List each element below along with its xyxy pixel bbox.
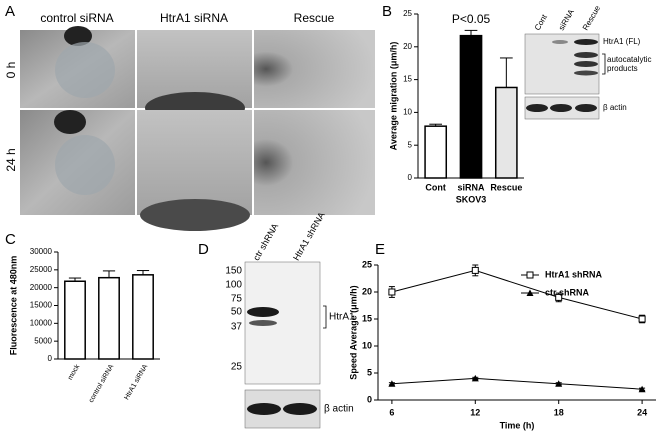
annotation: P<0.05 [452,12,491,26]
x-tick-label: control siRNA [88,363,116,404]
marker [471,266,479,274]
bar [494,86,518,179]
x-tick-label: 6 [389,407,394,417]
row-label: 24 h [4,148,18,171]
x-axis-label: Time (h) [500,420,535,430]
y-axis-label: Average migration (μm/h) [388,42,398,151]
panel-label: D [198,241,209,258]
marker [638,385,646,393]
micrographs [20,26,375,231]
x-tick-label: HtrA1 siRNA [123,363,149,401]
lane-label: siRNA [557,7,576,32]
lane-label: HtrA1 shRNA [291,210,327,262]
y-tick-label: 25000 [30,265,53,274]
y-tick-label: 5 [367,367,372,377]
y-tick-label: 15000 [30,301,53,310]
marker [638,315,646,323]
band-label: HtrA1 [329,312,355,323]
band-label: HtrA1 (FL) [603,37,641,46]
marker-label: 50 [231,307,243,318]
column-label: HtrA1 siRNA [160,11,228,25]
band-label: β actin [603,103,627,112]
y-tick-label: 15 [362,313,372,323]
x-tick-label: mock [67,363,82,381]
row-label: 0 h [4,62,18,79]
y-tick-label: 30000 [30,247,53,256]
marker [388,380,396,387]
series-line [391,377,643,390]
panel-label: A [5,3,15,20]
bar [132,274,154,360]
y-tick-label: 0 [367,394,372,404]
marker-label: 150 [225,266,242,277]
y-tick-label: 15 [403,75,412,84]
y-tick-label: 10000 [30,318,53,327]
lane-label: Rescue [581,4,603,32]
column-label: control siRNA [40,11,113,25]
x-tick-label: siRNA [457,182,485,192]
lane-label: Cont [533,12,550,32]
column-label: Rescue [294,11,335,25]
x-tick-label: 24 [637,407,647,417]
x-tick-label: 18 [554,407,564,417]
marker-label: 25 [231,362,243,373]
y-axis-label: Fluorescence at 480nm [8,256,18,356]
y-tick-label: 20000 [30,283,53,292]
band-label: autocatalytic products [607,55,652,73]
y-tick-label: 10 [362,340,372,350]
marker-label: 75 [231,294,243,305]
marker [388,288,396,296]
y-tick-label: 0 [408,173,413,182]
band-label-box: autocatalytic products [607,55,652,73]
y-tick-label: 25 [403,9,412,18]
bar [64,280,86,360]
y-tick-label: 20 [403,42,412,51]
lane-label: ctr shRNA [251,222,280,263]
y-tick-label: 10 [403,108,412,117]
blot-b [524,33,606,120]
marker [555,293,563,301]
bar [459,34,483,179]
marker-label: 37 [231,322,243,333]
panel-label: B [382,3,392,20]
bar [424,125,448,179]
y-tick-label: 25 [362,259,372,269]
marker-label: 100 [225,280,242,291]
x-tick-label: 12 [470,407,480,417]
y-tick-label: 20 [362,286,372,296]
x-axis-label: SKOV3 [456,194,487,204]
blot-d [244,261,327,429]
series-line [391,269,643,320]
x-tick-label: Rescue [490,182,522,192]
marker [555,380,563,387]
x-tick-label: Cont [425,182,446,192]
marker [526,289,534,296]
legend-label: HtrA1 shRNA [545,269,603,279]
band-label: β actin [324,404,354,415]
panel-label: C [5,231,16,248]
legend-label: ctr shRNA [545,287,590,297]
y-tick-label: 0 [48,354,53,363]
y-tick-label: 5000 [34,336,52,345]
marker [526,271,534,279]
bar [98,276,120,360]
y-tick-label: 5 [408,140,413,149]
y-axis-label: Speed Average (μm/h) [348,285,358,379]
marker [471,374,479,382]
panel-label: E [375,241,385,258]
